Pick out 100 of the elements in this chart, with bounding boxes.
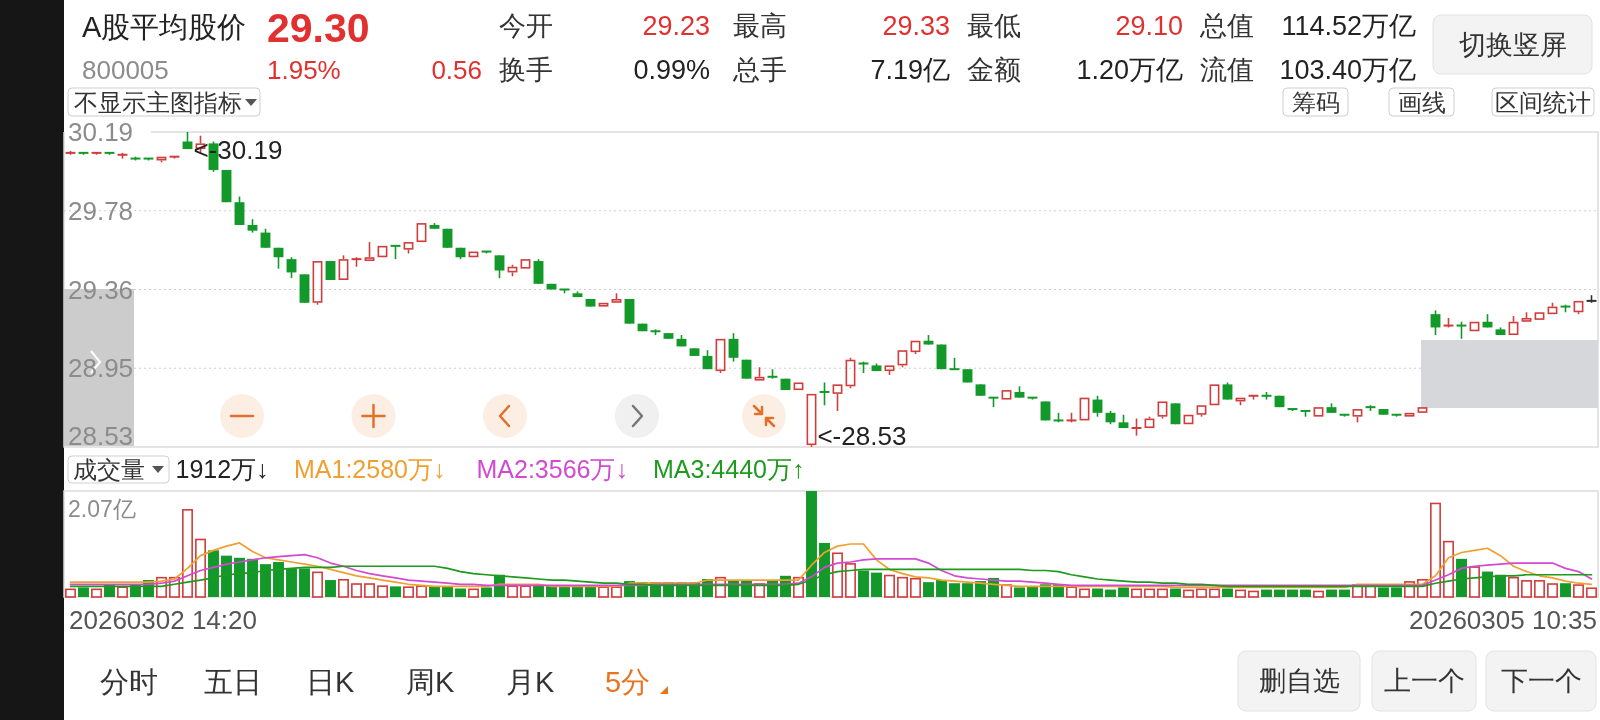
bar <box>1300 589 1311 597</box>
text: 1.95% <box>267 55 341 85</box>
bar <box>533 585 544 597</box>
bar <box>1248 590 1259 598</box>
bar <box>1326 589 1337 597</box>
text: 103.40万亿 <box>1279 55 1416 85</box>
bar <box>1547 583 1558 598</box>
bar <box>481 587 492 597</box>
bar <box>598 586 609 598</box>
bar <box>1040 584 1051 597</box>
text: 20260302 14:20 <box>69 605 257 635</box>
candlestick <box>728 332 739 363</box>
bar <box>403 586 414 598</box>
text: 29.30 <box>267 5 370 51</box>
text: 分时 <box>100 666 158 698</box>
bar <box>182 509 193 598</box>
bar <box>416 585 427 598</box>
bar <box>1092 588 1103 597</box>
text: 29.23 <box>642 11 710 41</box>
bar <box>1430 502 1441 598</box>
candlestick <box>819 381 830 407</box>
bar <box>1170 588 1181 597</box>
text: 筹码 <box>1291 88 1340 116</box>
bar <box>1469 566 1480 598</box>
text: 114.52万亿 <box>1281 11 1416 41</box>
bar <box>351 583 362 598</box>
bar <box>1196 588 1207 598</box>
bar <box>1118 587 1129 597</box>
bar <box>1183 589 1194 598</box>
bar <box>884 574 895 598</box>
legend-title: 成交量 <box>73 455 145 483</box>
y-tick-label: 29.78 <box>68 195 134 226</box>
bar <box>1274 589 1285 597</box>
text: 总值 <box>1199 11 1254 41</box>
text: 20260305 10:35 <box>1409 605 1597 635</box>
text: 7.19亿 <box>870 55 950 85</box>
text: MA3:4440万↑ <box>653 455 805 483</box>
text: MA1:2580万↓ <box>294 455 446 483</box>
y-tick-label: 30.19 <box>68 117 134 147</box>
annotation: <-28.53 <box>817 421 907 451</box>
bar <box>1417 578 1428 598</box>
bar <box>364 583 375 598</box>
bar <box>1079 588 1090 598</box>
text: 画线 <box>1397 88 1446 116</box>
bar <box>897 576 908 598</box>
text: 换手 <box>499 55 553 85</box>
y-tick-label: 28.53 <box>68 421 134 451</box>
bar <box>1105 589 1116 597</box>
text: 29.33 <box>882 11 950 41</box>
text: 最高 <box>733 11 787 41</box>
candlestick <box>260 227 271 249</box>
bar <box>1027 586 1038 597</box>
text: 周K <box>406 666 455 698</box>
bar <box>1586 587 1597 598</box>
bar <box>429 586 440 597</box>
bar <box>156 576 167 598</box>
bar <box>1339 589 1350 597</box>
bar <box>1365 585 1376 598</box>
bar <box>715 576 726 598</box>
bar <box>962 583 973 597</box>
bar <box>793 576 804 598</box>
bar <box>507 585 518 598</box>
text: 800005 <box>82 55 169 85</box>
bar <box>1001 584 1012 598</box>
bar <box>1144 588 1155 598</box>
bar <box>117 586 128 598</box>
text: 29.10 <box>1115 11 1183 41</box>
bar <box>442 586 453 597</box>
bar <box>1352 584 1363 598</box>
candlestick <box>234 195 245 226</box>
bar <box>338 578 349 598</box>
text: 最低 <box>967 11 1021 41</box>
annotation: 2.07亿 <box>68 496 136 522</box>
text: 五日 <box>204 666 262 698</box>
text: 不显示主图指标 <box>74 88 242 116</box>
bar <box>754 583 765 598</box>
bar <box>871 572 882 597</box>
bar <box>1157 588 1168 598</box>
bar <box>845 563 856 598</box>
bar <box>1131 588 1142 598</box>
bar <box>468 588 479 598</box>
bar <box>1014 587 1025 597</box>
text: 总手 <box>732 55 787 85</box>
y-tick-label: 29.36 <box>68 274 134 305</box>
bar <box>1235 589 1246 598</box>
text: 5分 <box>605 666 651 698</box>
bar <box>1443 540 1454 598</box>
text: 1.20万亿 <box>1076 55 1183 85</box>
bar <box>169 576 180 598</box>
text: 今开 <box>499 11 553 41</box>
bar <box>390 586 401 597</box>
bar <box>1287 589 1298 597</box>
text: 金额 <box>967 55 1021 85</box>
bar <box>936 580 947 597</box>
bar <box>1261 589 1272 597</box>
bar <box>949 583 960 597</box>
bar <box>910 577 921 598</box>
candlestick <box>494 254 505 279</box>
text: 流值 <box>1200 55 1254 85</box>
text: MA2:3566万↓ <box>476 455 628 483</box>
